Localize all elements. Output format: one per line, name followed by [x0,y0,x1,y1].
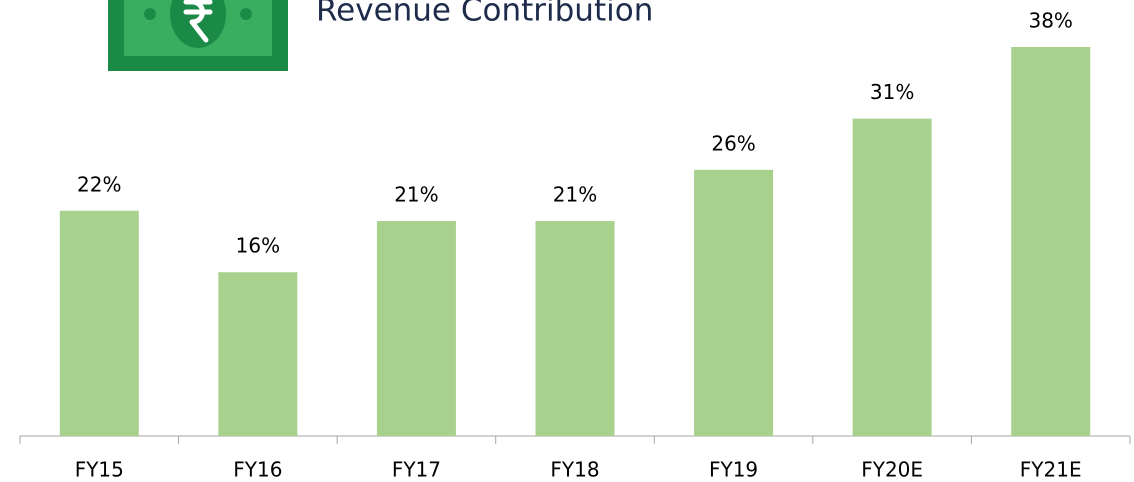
bar [852,118,932,436]
bar [376,221,456,436]
value-label: 21% [553,183,597,207]
x-tick-label: FY21E [1020,458,1082,482]
bar [59,210,139,436]
value-label: 26% [711,131,755,155]
x-tick-label: FY16 [233,458,282,482]
value-label: 16% [236,234,280,258]
x-tick-label: FY18 [550,458,599,482]
value-label: 38% [1028,9,1072,33]
chart-title: Revenue Contribution [316,0,653,29]
x-tick-label: FY15 [75,458,124,482]
bar [694,169,774,436]
bar [1011,47,1091,436]
icon-dot [240,8,252,20]
icon-rupee [183,0,213,43]
value-label: 22% [77,172,121,196]
x-tick-label: FY17 [392,458,441,482]
icon-dot [144,8,156,20]
x-tick-label: FY20E [861,458,923,482]
value-label: 31% [870,80,914,104]
bar [535,221,615,436]
x-tick-label: FY19 [709,458,758,482]
bar [218,272,298,436]
money-icon [108,0,288,71]
value-label: 21% [394,183,438,207]
